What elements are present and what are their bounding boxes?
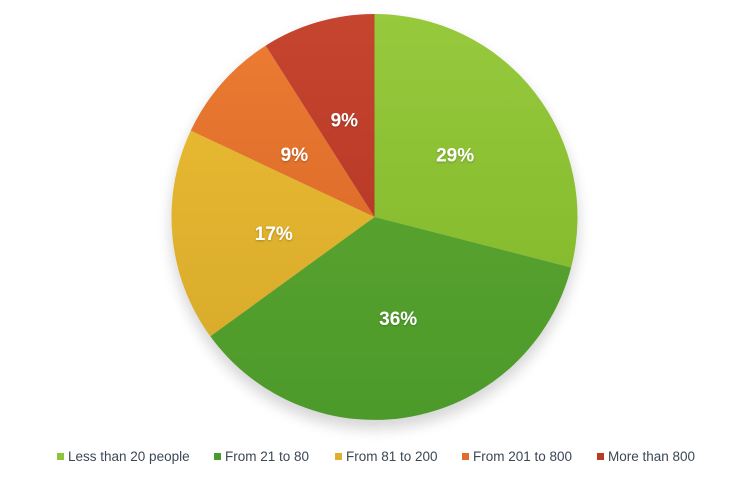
svg-text:17%: 17% — [255, 224, 293, 245]
svg-text:9%: 9% — [331, 111, 359, 132]
svg-text:9%: 9% — [281, 145, 309, 166]
svg-text:29%: 29% — [436, 146, 474, 167]
svg-text:36%: 36% — [379, 309, 417, 330]
